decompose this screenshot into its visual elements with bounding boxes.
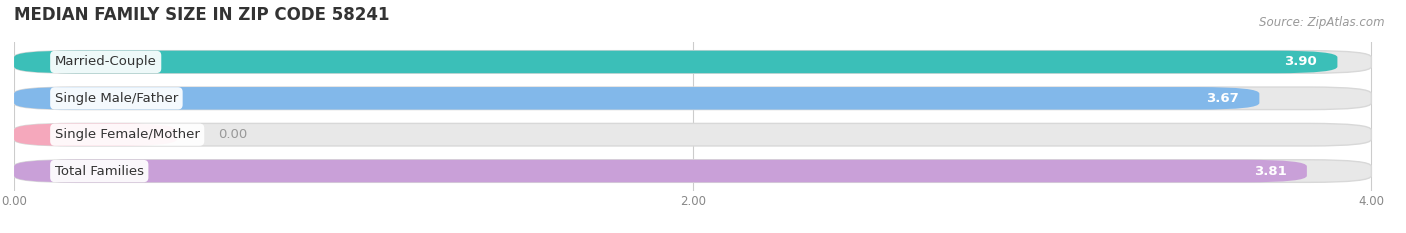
FancyBboxPatch shape xyxy=(14,51,1371,73)
FancyBboxPatch shape xyxy=(14,160,1306,182)
Text: 0.00: 0.00 xyxy=(218,128,247,141)
FancyBboxPatch shape xyxy=(14,123,1371,146)
FancyBboxPatch shape xyxy=(14,123,177,146)
FancyBboxPatch shape xyxy=(14,87,1371,110)
FancyBboxPatch shape xyxy=(14,51,1337,73)
Text: MEDIAN FAMILY SIZE IN ZIP CODE 58241: MEDIAN FAMILY SIZE IN ZIP CODE 58241 xyxy=(14,6,389,24)
Text: Married-Couple: Married-Couple xyxy=(55,55,156,69)
Text: Total Families: Total Families xyxy=(55,164,143,178)
FancyBboxPatch shape xyxy=(14,87,1260,110)
FancyBboxPatch shape xyxy=(14,160,1371,182)
Text: Single Female/Mother: Single Female/Mother xyxy=(55,128,200,141)
Text: Single Male/Father: Single Male/Father xyxy=(55,92,179,105)
Text: 3.67: 3.67 xyxy=(1206,92,1239,105)
Text: 3.81: 3.81 xyxy=(1254,164,1286,178)
Text: Source: ZipAtlas.com: Source: ZipAtlas.com xyxy=(1260,16,1385,29)
Text: 3.90: 3.90 xyxy=(1284,55,1317,69)
